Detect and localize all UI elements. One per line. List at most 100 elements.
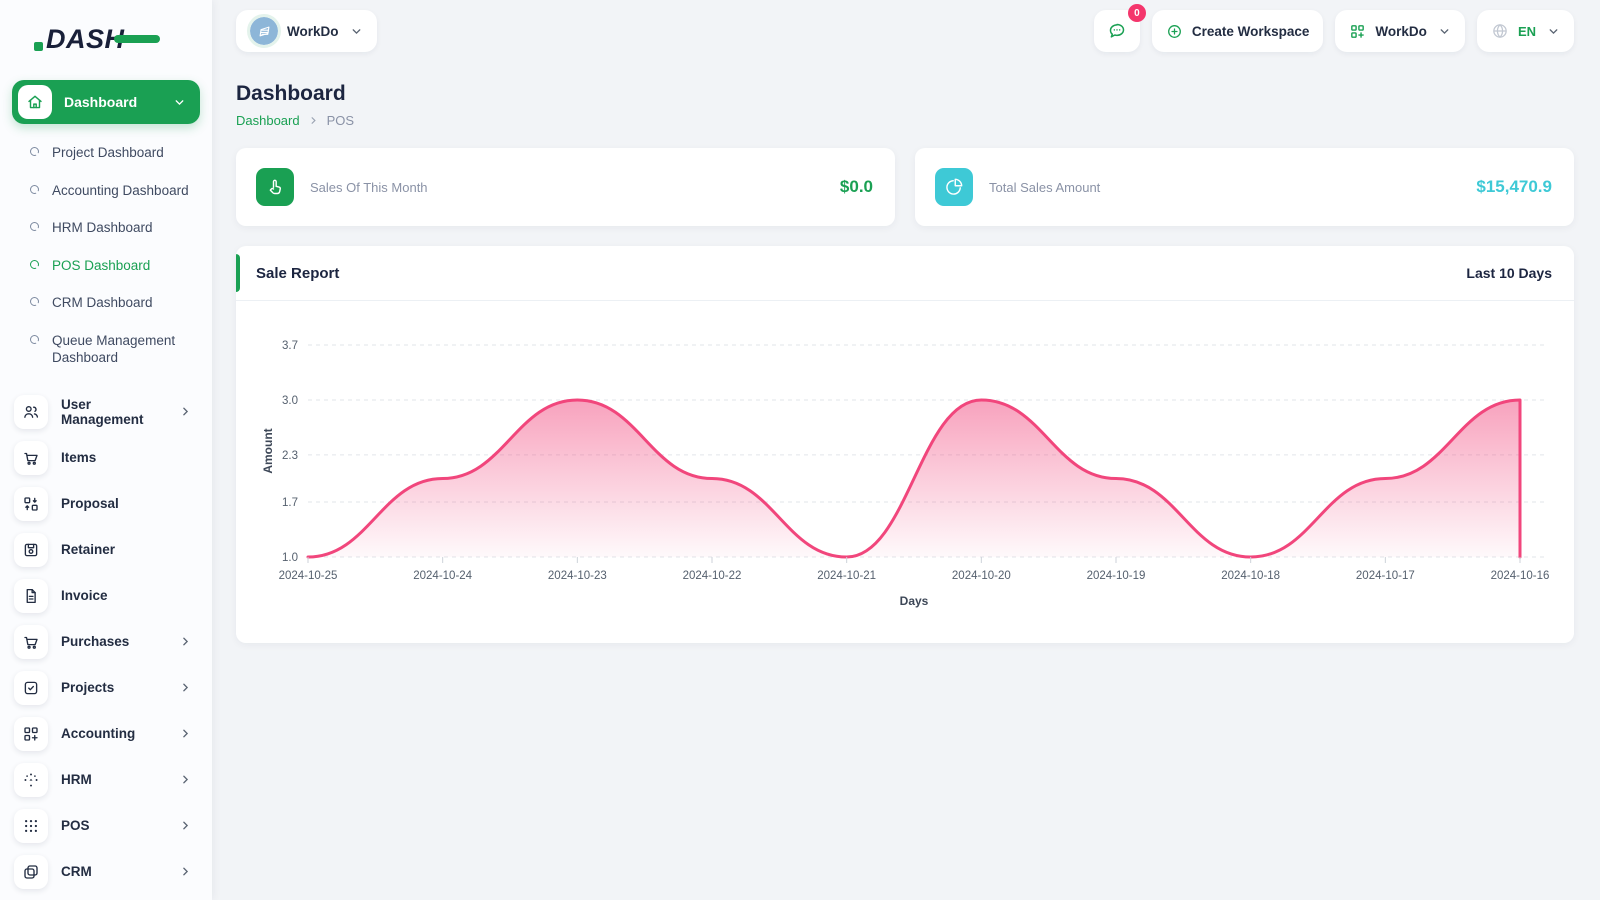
sidebar-item-projects[interactable]: Projects bbox=[12, 665, 200, 711]
svg-text:2024-10-25: 2024-10-25 bbox=[279, 570, 338, 582]
stats-row: Sales Of This Month $0.0 Total Sales Amo… bbox=[236, 148, 1574, 226]
svg-text:Days: Days bbox=[900, 594, 929, 608]
grid-plus-icon bbox=[1349, 23, 1366, 40]
svg-text:2024-10-23: 2024-10-23 bbox=[548, 570, 607, 582]
messages-badge: 0 bbox=[1127, 4, 1146, 22]
svg-text:2024-10-24: 2024-10-24 bbox=[413, 570, 472, 582]
sidebar: DASH Dashboard Project Dashboard Account… bbox=[0, 0, 212, 900]
sidebar-item-accounting[interactable]: Accounting bbox=[12, 711, 200, 757]
sale-report-card: Sale Report Last 10 Days 2024-10-25 2024-… bbox=[236, 246, 1574, 643]
chevron-right-icon bbox=[179, 681, 192, 694]
sidebar-item-purchases[interactable]: Purchases bbox=[12, 619, 200, 665]
main-area: WorkDo 0 Create Workspace bbox=[212, 0, 1600, 900]
messages-button[interactable]: 0 bbox=[1093, 4, 1146, 52]
svg-text:2024-10-22: 2024-10-22 bbox=[683, 570, 742, 582]
app-logo: DASH bbox=[34, 18, 200, 60]
chevron-down-icon bbox=[173, 96, 186, 109]
sidebar-item-crm[interactable]: CRM bbox=[12, 849, 200, 895]
stat-card-sales-of-this-month: Sales Of This Month $0.0 bbox=[236, 148, 895, 226]
chevron-right-icon bbox=[179, 727, 192, 740]
focus-dots-icon bbox=[14, 762, 48, 797]
workspace-pill[interactable]: WorkDo bbox=[236, 10, 377, 52]
cart-icon bbox=[14, 624, 48, 659]
chevron-right-icon bbox=[179, 865, 192, 878]
chevron-down-icon bbox=[350, 25, 363, 38]
check-square-icon bbox=[14, 670, 48, 705]
sidebar-item-dashboard[interactable]: Dashboard bbox=[12, 80, 200, 124]
sale-report-chart[interactable]: 2024-10-25 2024-10-24 2024-10-23 2024-10-22… bbox=[260, 317, 1550, 617]
stat-label: Sales Of This Month bbox=[310, 179, 428, 195]
sidebar-subitem-queue-management-dashboard[interactable]: Queue Management Dashboard bbox=[26, 322, 200, 377]
svg-text:1.7: 1.7 bbox=[282, 497, 298, 509]
cart-icon bbox=[14, 440, 48, 475]
sidebar-subitem-project-dashboard[interactable]: Project Dashboard bbox=[26, 134, 200, 172]
circle-icon bbox=[30, 147, 39, 156]
sidebar-subitem-hrm-dashboard[interactable]: HRM Dashboard bbox=[26, 209, 200, 247]
chevron-right-icon bbox=[179, 405, 192, 418]
chevron-right-icon bbox=[308, 115, 319, 126]
svg-text:1.0: 1.0 bbox=[282, 552, 298, 564]
sale-report-range: Last 10 Days bbox=[1466, 265, 1552, 281]
overlap-squares-icon bbox=[14, 854, 48, 889]
workspace-menu-button[interactable]: WorkDo bbox=[1335, 10, 1465, 52]
sidebar-subitem-accounting-dashboard[interactable]: Accounting Dashboard bbox=[26, 172, 200, 210]
stat-label: Total Sales Amount bbox=[989, 179, 1101, 195]
circle-icon bbox=[30, 222, 39, 232]
svg-text:3.0: 3.0 bbox=[282, 395, 298, 407]
sidebar-subitem-crm-dashboard[interactable]: CRM Dashboard bbox=[26, 284, 200, 322]
create-workspace-button[interactable]: Create Workspace bbox=[1151, 10, 1324, 52]
breadcrumb-current: POS bbox=[326, 113, 355, 128]
users-icon bbox=[14, 394, 48, 429]
svg-text:2024-10-17: 2024-10-17 bbox=[1356, 570, 1415, 582]
language-selector[interactable]: EN bbox=[1476, 10, 1574, 52]
topbar-actions: 0 Create Workspace WorkDo bbox=[1093, 4, 1574, 52]
pie-chart-icon bbox=[935, 168, 973, 206]
svg-text:2024-10-21: 2024-10-21 bbox=[817, 570, 876, 582]
grid-dots-icon bbox=[14, 808, 48, 843]
sale-report-chart-body: 2024-10-25 2024-10-24 2024-10-23 2024-10-22… bbox=[236, 301, 1574, 643]
document-icon bbox=[14, 578, 48, 613]
logo-dot-icon bbox=[34, 42, 43, 51]
svg-text:2024-10-19: 2024-10-19 bbox=[1087, 570, 1146, 582]
circle-icon bbox=[30, 334, 39, 344]
chevron-right-icon bbox=[179, 773, 192, 786]
sidebar-item-invoice[interactable]: Invoice bbox=[12, 573, 200, 619]
stat-value: $15,470.9 bbox=[1476, 177, 1552, 196]
svg-text:2024-10-16: 2024-10-16 bbox=[1491, 570, 1550, 582]
sidebar-subitem-pos-dashboard[interactable]: POS Dashboard bbox=[26, 247, 200, 285]
sidebar-item-hrm[interactable]: HRM bbox=[12, 757, 200, 803]
breadcrumb-dashboard-link[interactable]: Dashboard bbox=[236, 113, 300, 128]
chevron-down-icon bbox=[1438, 25, 1451, 38]
chevron-right-icon bbox=[179, 635, 192, 648]
sidebar-item-items[interactable]: Items bbox=[12, 435, 200, 481]
sidebar-item-proposal[interactable]: Proposal bbox=[12, 481, 200, 527]
logo-text: DASH bbox=[46, 23, 125, 54]
globe-icon bbox=[1491, 22, 1509, 40]
logo-dash-icon bbox=[114, 35, 160, 43]
swap-boxes-icon bbox=[14, 486, 48, 521]
chevron-down-icon bbox=[1547, 25, 1560, 38]
svg-text:2024-10-20: 2024-10-20 bbox=[952, 570, 1011, 582]
sidebar-item-user-management[interactable]: User Management bbox=[12, 389, 200, 435]
page-title: Dashboard bbox=[236, 82, 346, 105]
chevron-right-icon bbox=[179, 819, 192, 832]
sidebar-item-pos[interactable]: POS bbox=[12, 803, 200, 849]
stat-value: $0.0 bbox=[839, 177, 873, 196]
dashboard-submenu: Project Dashboard Accounting Dashboard H… bbox=[12, 124, 200, 389]
svg-text:2.3: 2.3 bbox=[282, 450, 298, 462]
topbar: WorkDo 0 Create Workspace bbox=[212, 0, 1600, 60]
grid-plus-icon bbox=[14, 716, 48, 751]
svg-text:2024-10-18: 2024-10-18 bbox=[1221, 570, 1280, 582]
circle-icon bbox=[30, 297, 39, 307]
breadcrumb: Dashboard POS bbox=[236, 113, 1574, 128]
home-icon bbox=[18, 85, 52, 119]
sale-report-title: Sale Report bbox=[256, 264, 340, 282]
page-content: Dashboard Dashboard POS Sales Of This Mo… bbox=[212, 60, 1600, 900]
svg-text:Amount: Amount bbox=[261, 428, 275, 473]
stat-card-total-sales-amount: Total Sales Amount $15,470.9 bbox=[915, 148, 1574, 226]
sidebar-item-retainer[interactable]: Retainer bbox=[12, 527, 200, 573]
plus-circle-icon bbox=[1166, 23, 1183, 40]
sidebar-item-label: Dashboard bbox=[64, 94, 138, 110]
circle-icon bbox=[30, 259, 39, 269]
